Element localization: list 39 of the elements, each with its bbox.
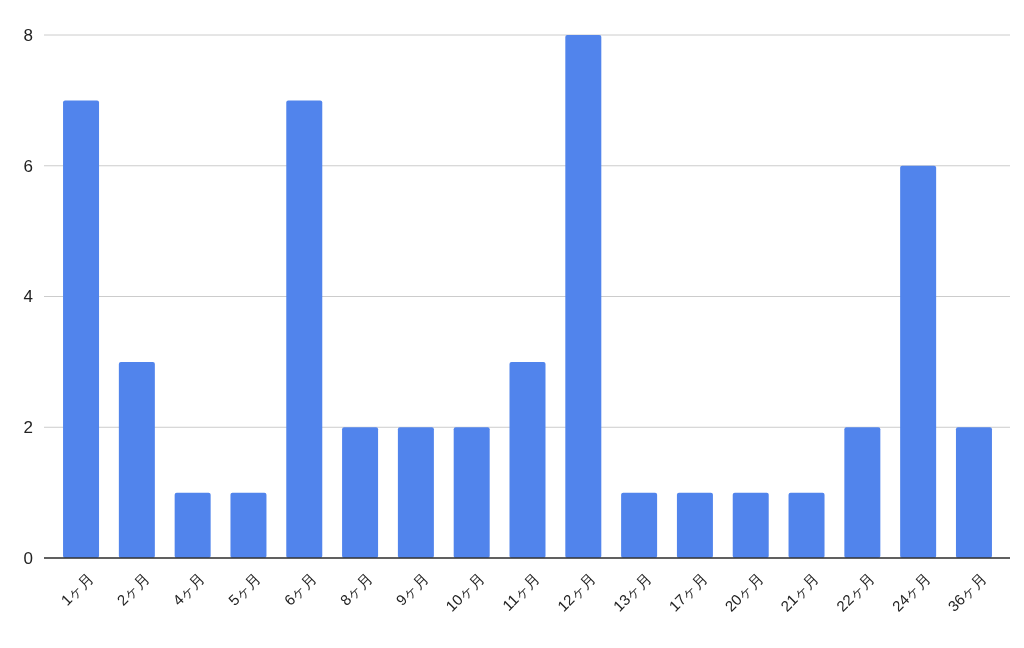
x-tick-label: 22ヶ月 [832,569,878,615]
y-tick-label: 8 [23,25,33,45]
x-tick-label: 5ヶ月 [224,569,265,609]
bar [230,492,267,558]
bar [955,427,992,558]
bar [565,35,602,558]
bar [118,361,155,558]
bar [788,492,825,558]
bar [286,100,323,558]
y-tick-label: 2 [23,418,33,438]
bar [900,165,937,558]
bar [676,492,713,558]
bar [63,100,100,558]
bar [342,427,379,558]
x-tick-label: 12ヶ月 [553,569,599,615]
x-tick-label: 1ヶ月 [57,569,97,609]
x-tick-label: 4ヶ月 [169,569,209,609]
bar [732,492,769,558]
x-tick-label: 36ヶ月 [944,569,990,615]
x-tick-label: 8ヶ月 [336,569,376,609]
x-tick-label: 11ヶ月 [498,569,544,614]
x-tick-label: 2ヶ月 [113,569,153,609]
x-tick-label: 24ヶ月 [888,569,934,615]
x-tick-label: 17ヶ月 [665,569,711,615]
y-tick-label: 4 [23,287,33,307]
y-tick-label: 6 [23,156,33,176]
x-tick-label: 20ヶ月 [721,569,767,615]
x-tick-label: 10ヶ月 [442,569,488,615]
bar [397,427,434,558]
x-tick-label: 13ヶ月 [609,569,655,615]
bar [453,427,490,558]
bar [844,427,881,558]
x-tick-label: 21ヶ月 [777,569,823,615]
x-tick-label: 6ヶ月 [280,569,320,609]
x-tick-label: 9ヶ月 [392,569,432,609]
bar [509,361,546,558]
bar [621,492,658,558]
bar [174,492,211,558]
y-tick-label: 0 [23,548,33,568]
